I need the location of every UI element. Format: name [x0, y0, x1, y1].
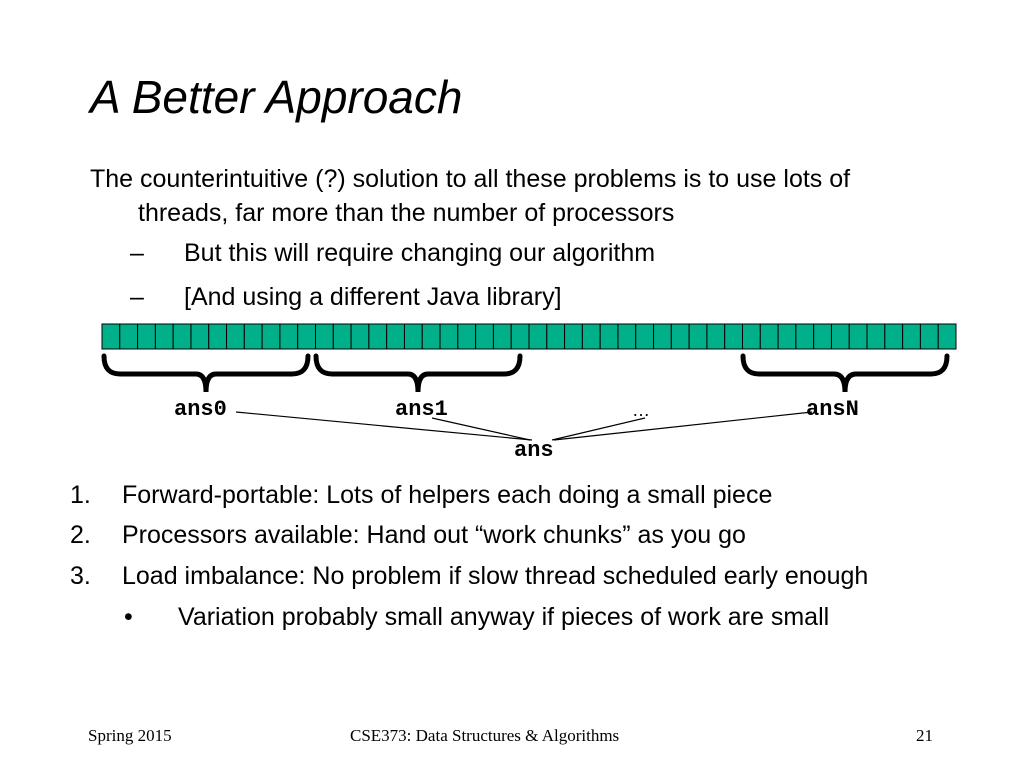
array-cell [137, 323, 156, 350]
line-ellipsis-to-ans [551, 417, 646, 441]
array-cell [350, 323, 370, 350]
footer-page-number: 21 [916, 726, 933, 745]
array-cell [902, 323, 921, 350]
numbered-item-1: 1. Forward-portable: Lots of helpers each… [70, 478, 772, 512]
array-cell [439, 323, 459, 350]
array-cell [724, 323, 744, 350]
array-cell [172, 323, 192, 350]
array-cell [190, 323, 210, 350]
array-cell [706, 323, 726, 350]
item-text: Load imbalance: No problem if slow threa… [122, 562, 869, 590]
brace-ans1 [313, 353, 523, 393]
intro-line-2: threads, far more than the number of pro… [138, 199, 675, 227]
array-cell [635, 323, 655, 350]
curly-braces [101, 353, 950, 393]
array-cell [777, 323, 797, 350]
item-number: 2. [70, 521, 91, 549]
array-cell [830, 323, 850, 350]
footer-term: Spring 2015 [88, 726, 172, 745]
footer-course: CSE373: Data Structures & Algorithms [350, 726, 620, 745]
array-cell [510, 323, 530, 350]
label-ans1: ans1 [395, 397, 448, 422]
array-cell [403, 323, 423, 350]
sub-bullet-text: But this will require changing our algor… [184, 239, 656, 267]
line-ansN-to-ans [553, 411, 813, 441]
array-cell [279, 323, 299, 350]
array-cell [492, 323, 512, 350]
sub-bullet-1: – But this will require changing our algo… [130, 236, 655, 270]
array-cell [599, 323, 619, 350]
array-cell [670, 323, 690, 350]
array-cell [653, 323, 672, 350]
array-cell [742, 323, 761, 350]
array-cells [101, 323, 957, 350]
numbered-item-3: 3. Load imbalance: No problem if slow thr… [70, 559, 868, 593]
array-cell [688, 323, 708, 350]
numbered-item-2: 2. Processors available: Hand out “work c… [70, 518, 746, 552]
label-ansN: ansN [806, 397, 859, 422]
slide-title: A Better Approach [90, 71, 463, 123]
item-text: Forward-portable: Lots of helpers each d… [122, 481, 773, 509]
dash-marker: – [130, 239, 144, 267]
array-cell [813, 323, 832, 350]
array-cell [154, 323, 174, 350]
array-cell [937, 323, 957, 350]
array-cell [226, 323, 245, 350]
brace-ans0 [101, 353, 311, 393]
array-cell [386, 323, 405, 350]
array-cell [617, 323, 637, 350]
brace-ansN [740, 353, 950, 393]
sub-bullet-text: [And using a different Java library] [184, 283, 562, 311]
label-ans0: ans0 [174, 397, 227, 422]
array-cell [866, 323, 886, 350]
label-ans: ans [514, 438, 554, 463]
array-cell [368, 323, 388, 350]
array-cell [421, 323, 441, 350]
label-ellipsis: … [632, 400, 650, 420]
item-number: 1. [70, 481, 91, 509]
item-number: 3. [70, 562, 91, 590]
intro-line-1: The counterintuitive (?) solution to all… [90, 165, 851, 193]
array-cell [848, 323, 868, 350]
intro-paragraph: The counterintuitive (?) solution to all… [90, 162, 980, 230]
array-cell [546, 323, 566, 350]
array-cell [261, 323, 281, 350]
array-cell [795, 323, 815, 350]
array-cell [101, 323, 121, 350]
array-cell [884, 323, 904, 350]
line-ans0-to-ans [235, 411, 533, 441]
array-cell [759, 323, 779, 350]
bullet-text: Variation probably small anyway if piece… [178, 603, 830, 631]
sub-bullet-2: – [And using a different Java library] [130, 280, 562, 314]
array-cell [564, 323, 583, 350]
dash-marker: – [130, 283, 144, 311]
array-cell [208, 323, 228, 350]
item-text: Processors available: Hand out “work chu… [122, 521, 746, 549]
array-cell [332, 323, 352, 350]
connector-lines [235, 411, 813, 441]
bullet-marker: • [124, 603, 133, 631]
array-cell [457, 323, 477, 350]
array-cell [581, 323, 601, 350]
line-ans1-to-ans [431, 417, 531, 441]
array-cell [315, 323, 334, 350]
array-cell [119, 323, 139, 350]
array-cell [528, 323, 548, 350]
array-cell [919, 323, 939, 350]
array-cell [243, 323, 263, 350]
array-cell [297, 323, 316, 350]
bullet-item: • Variation probably small anyway if piec… [120, 600, 829, 634]
array-cell [475, 323, 494, 350]
